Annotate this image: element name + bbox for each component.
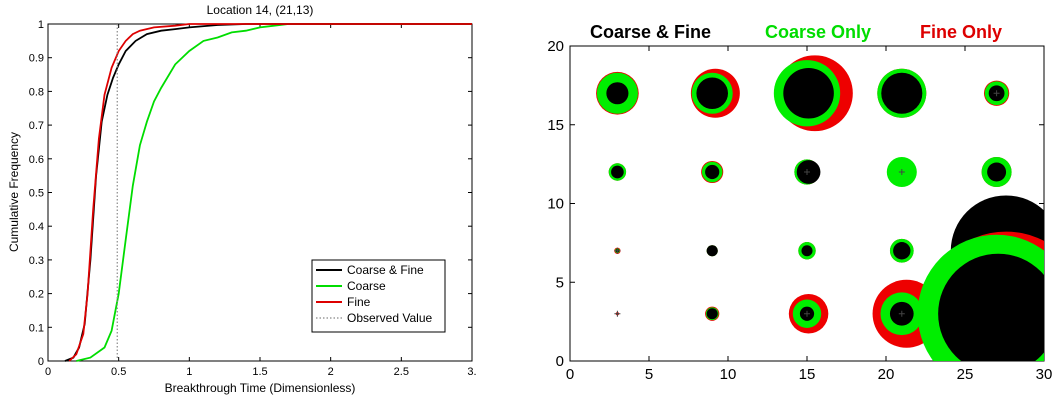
cdf-x-tick-label: 3. <box>467 366 476 378</box>
bubble-coarse-and-fine <box>893 242 911 260</box>
bubble-y-tick-label: 20 <box>547 38 564 55</box>
bubble-coarse-and-fine <box>783 67 834 119</box>
cdf-y-tick-label: 0.3 <box>29 255 44 267</box>
cdf-y-tick-label: 0 <box>38 356 44 368</box>
bubble-coarse-and-fine <box>611 165 624 179</box>
bubble-x-tick-label: 25 <box>957 366 974 383</box>
bubble-group <box>794 159 821 185</box>
bubble-coarse-and-fine <box>801 245 813 257</box>
bubble-group <box>983 80 1010 106</box>
cdf-legend: Coarse & Fine Coarse Fine Observed Value <box>311 259 446 333</box>
cdf-y-tick-label: 1 <box>38 19 44 31</box>
cdf-y-tick-label: 0.9 <box>29 53 44 65</box>
bubble-group <box>877 68 927 118</box>
cdf-y-tick-label: 0.5 <box>29 188 44 200</box>
bubble-group <box>596 71 639 115</box>
bubble-group <box>798 242 816 260</box>
cdf-chart: Location 14, (21,13) 0 0.5 1 1.5 2 2.5 3.00.10… <box>7 3 477 395</box>
legend-coarse-only: Coarse Only <box>765 22 871 42</box>
cdf-y-tick-label: 0.4 <box>29 221 44 233</box>
bubble-group <box>690 68 740 118</box>
legend-fine-only: Fine Only <box>920 22 1002 42</box>
cdf-y-label: Cumulative Frequency <box>7 132 21 252</box>
bubble-coarse-and-fine <box>938 253 1044 361</box>
bubble-group <box>889 238 914 263</box>
bubble-group <box>608 163 627 181</box>
cdf-y-tick-label: 0.7 <box>29 120 44 132</box>
bubble-x-tick-label: 0 <box>566 366 574 383</box>
bubble-group <box>614 247 621 254</box>
cdf-x-tick-label: 0 <box>45 366 51 378</box>
bubble-coarse-and-fine <box>696 77 728 110</box>
bubble-group <box>773 55 853 132</box>
bubble-x-tick-label: 30 <box>1036 366 1053 383</box>
bubble-x-tick-label: 5 <box>645 366 653 383</box>
legend-label-coarse: Coarse <box>347 279 386 293</box>
bubble-coarse-and-fine <box>606 82 629 105</box>
legend-label-fine: Fine <box>347 295 371 309</box>
bubble-group <box>886 156 917 188</box>
cdf-x-tick-label: 2.5 <box>394 366 409 378</box>
bubble-group <box>917 231 1044 361</box>
cdf-x-tick-label: 1.5 <box>252 366 267 378</box>
bubble-coarse-and-fine <box>706 245 718 257</box>
bubble-group <box>701 160 724 184</box>
bubble-y-tick-label: 0 <box>556 353 564 370</box>
legend-coarse-and-fine: Coarse & Fine <box>590 22 711 42</box>
cdf-ticks: 0 0.5 1 1.5 2 2.5 3. 0 0.1 0.2 0.3 0.4 0.5 0.6 0.7 0.8 0… <box>29 19 477 378</box>
cdf-series-fine <box>68 23 472 362</box>
bubbles <box>596 55 1044 361</box>
bubble-ticks: 0 5 10 15 20 25 30 0 5 10 15 20 <box>547 38 1052 383</box>
bubble-coarse-and-fine <box>987 162 1007 182</box>
bubble-y-tick-label: 10 <box>547 196 564 213</box>
bubble-coarse-and-fine <box>881 72 923 114</box>
cdf-y-tick-label: 0.6 <box>29 154 44 166</box>
bubble-group <box>614 310 621 317</box>
bubble-group <box>981 156 1012 188</box>
cdf-y-tick-label: 0.8 <box>29 86 44 98</box>
bubble-coarse-and-fine <box>706 308 718 320</box>
legend-label-coarse-fine: Coarse & Fine <box>347 263 424 277</box>
bubble-coarse-and-fine <box>705 164 720 180</box>
cdf-x-label: Breakthrough Time (Dimensionless) <box>165 381 356 395</box>
cdf-series-coarse <box>76 23 472 362</box>
bubble-group <box>706 245 718 257</box>
bubble-legend: Coarse & Fine Coarse Only Fine Only <box>590 22 1002 42</box>
cdf-y-tick-label: 0.1 <box>29 322 44 334</box>
cdf-title: Location 14, (21,13) <box>207 3 314 17</box>
bubble-group <box>705 306 720 321</box>
cdf-lines <box>64 23 472 362</box>
bubble-x-tick-label: 10 <box>720 366 737 383</box>
bubble-y-tick-label: 5 <box>556 274 564 291</box>
cdf-x-tick-label: 0.5 <box>111 366 126 378</box>
cdf-x-tick-label: 1 <box>186 366 192 378</box>
bubble-x-tick-label: 15 <box>799 366 816 383</box>
bubble-x-tick-label: 20 <box>878 366 895 383</box>
cdf-y-tick-label: 0.2 <box>29 289 44 301</box>
bubble-group <box>788 294 829 334</box>
cdf-x-tick-label: 2 <box>328 366 334 378</box>
bubble-chart: 0 5 10 15 20 25 30 0 5 10 15 20 Coarse & Fine Coars… <box>547 22 1052 383</box>
bubble-y-tick-label: 15 <box>547 117 564 134</box>
cdf-legend-box <box>311 259 446 333</box>
legend-label-observed: Observed Value <box>347 311 432 325</box>
